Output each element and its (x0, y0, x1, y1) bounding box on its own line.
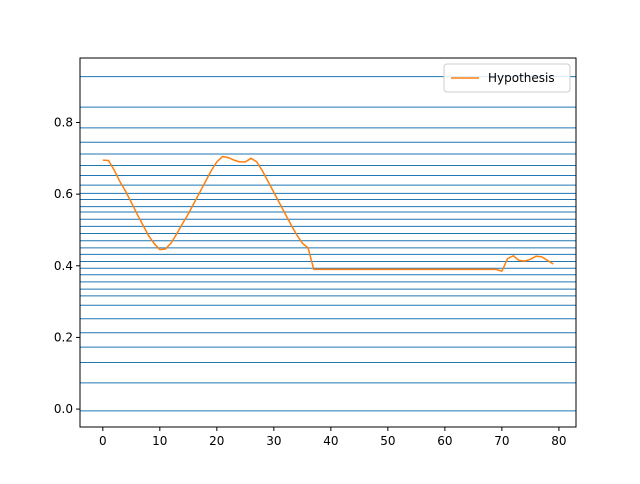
legend-label-hypothesis: Hypothesis (488, 71, 555, 85)
y-tick-label: 0.4 (54, 259, 73, 273)
y-tick-label: 0.0 (54, 402, 73, 416)
x-axis: 0 10 20 30 40 50 60 70 80 (99, 427, 567, 448)
x-tick-label: 0 (99, 434, 107, 448)
legend: Hypothesis (443, 63, 571, 93)
x-tick-label: 70 (494, 434, 509, 448)
series-line-hypothesis (102, 155, 554, 272)
horizontal-lines-layer (80, 76, 576, 412)
series-layer (102, 155, 554, 272)
x-tick-label: 20 (209, 434, 224, 448)
x-tick-label: 10 (152, 434, 167, 448)
y-tick-label: 0.2 (54, 330, 73, 344)
y-tick-label: 0.6 (54, 187, 73, 201)
x-tick-label: 30 (266, 434, 281, 448)
y-tick-label: 0.8 (54, 115, 73, 129)
x-tick-label: 60 (437, 434, 452, 448)
x-tick-label: 80 (551, 434, 566, 448)
plot-frame (79, 57, 577, 428)
y-axis: 0.0 0.2 0.4 0.6 0.8 (54, 115, 80, 416)
legend-box (443, 63, 571, 93)
x-tick-label: 40 (323, 434, 338, 448)
x-tick-label: 50 (380, 434, 395, 448)
